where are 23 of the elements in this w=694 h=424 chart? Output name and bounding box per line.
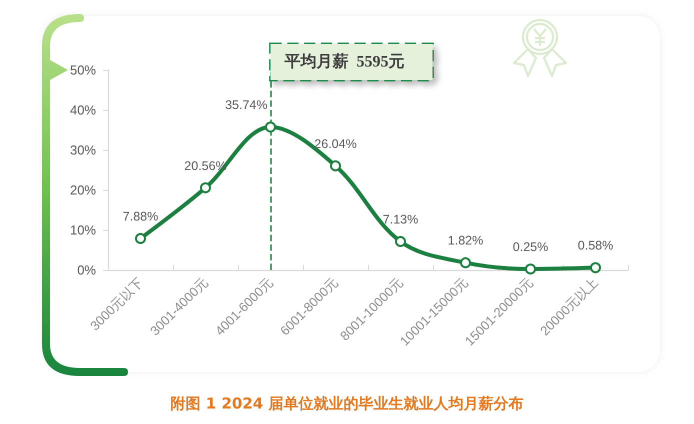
data-label: 1.82% — [448, 234, 484, 248]
y-tick-label: 40% — [70, 102, 96, 118]
text: 附图 1 2024 届单位就业的毕业生就业人均月薪分布 — [170, 394, 524, 412]
y-tick-label: 0% — [77, 262, 96, 278]
y-tick-label: 10% — [70, 222, 96, 238]
point — [590, 262, 601, 274]
data-label: 0.58% — [578, 238, 614, 253]
y-tick-label: 50% — [70, 62, 96, 78]
data-label: 26.04% — [314, 136, 357, 151]
data-label: 7.13% — [382, 212, 418, 226]
data-label: 7.88% — [122, 209, 158, 224]
data-label: 35.74% — [225, 98, 268, 112]
point — [200, 182, 211, 194]
point — [265, 122, 276, 133]
y-tick-label: 20% — [70, 182, 96, 198]
point — [395, 236, 406, 247]
point — [330, 160, 341, 172]
point — [525, 264, 536, 274]
ref-line-label: 平均月薪 5595元 — [284, 52, 404, 70]
point — [460, 257, 471, 268]
y-tick-label: 30% — [70, 142, 96, 158]
point — [135, 232, 146, 244]
data-label: 0.25% — [512, 240, 548, 254]
